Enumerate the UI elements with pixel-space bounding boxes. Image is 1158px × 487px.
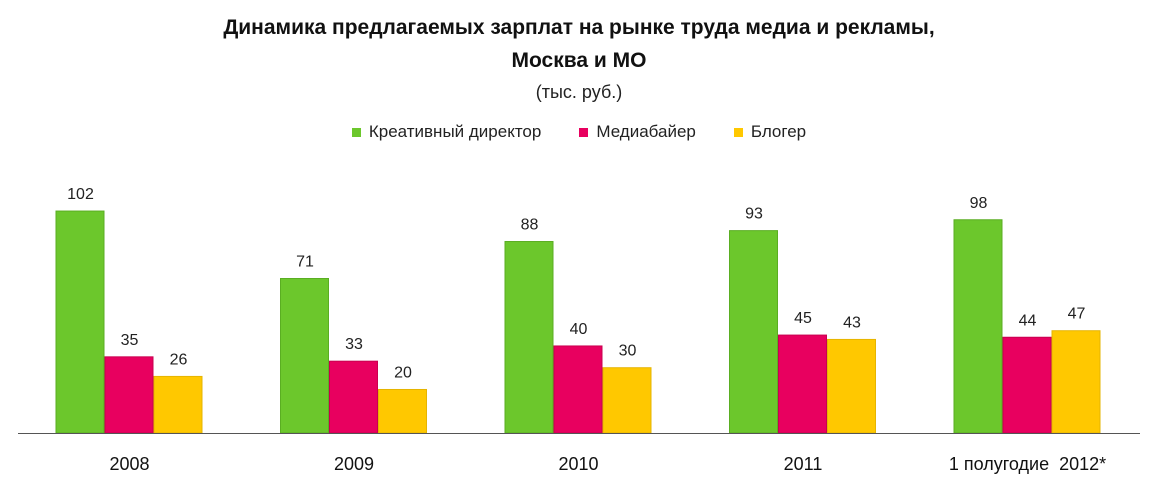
- data-label: 40: [570, 321, 588, 338]
- data-label: 47: [1068, 306, 1086, 323]
- bar: [778, 334, 827, 434]
- x-tick-label: 2010: [558, 454, 598, 474]
- bar: [1002, 336, 1052, 434]
- legend-label: Блогер: [750, 122, 807, 141]
- legend-label: Медиабайер: [596, 122, 696, 141]
- legend-swatch: [351, 127, 361, 137]
- bar: [504, 241, 554, 434]
- x-tick-label: 2009: [334, 454, 374, 474]
- bar: [153, 375, 203, 434]
- data-label: 44: [1019, 312, 1037, 329]
- bar: [953, 219, 1003, 434]
- data-label: 93: [745, 206, 763, 223]
- bar: [602, 367, 652, 434]
- data-label: 43: [843, 314, 861, 331]
- x-tick-label: 2008: [109, 454, 149, 474]
- data-label: 45: [794, 310, 812, 327]
- data-label: 98: [970, 195, 988, 212]
- data-label: 20: [394, 364, 412, 381]
- bar: [329, 360, 378, 434]
- legend-item-creative-director: Креативный директор: [351, 122, 542, 142]
- bar: [1051, 330, 1101, 434]
- bar: [55, 210, 105, 434]
- bar: [729, 230, 778, 434]
- chart-subtitle: (тыс. руб.): [535, 82, 623, 102]
- bar: [827, 338, 876, 434]
- bar: [553, 345, 603, 434]
- data-label: 71: [296, 254, 314, 271]
- bar: [378, 388, 427, 434]
- legend-item-mediabuyer: Медиабайер: [579, 122, 696, 142]
- data-label: 88: [521, 217, 539, 234]
- legend-item-blogger: Блогер: [733, 122, 807, 142]
- chart-title-line2: Москва и МО: [511, 49, 647, 72]
- legend-swatch: [579, 127, 589, 137]
- data-label: 26: [170, 351, 188, 368]
- bar: [104, 356, 154, 434]
- x-tick-label: 1 полугодие 2012*: [949, 454, 1106, 474]
- bar: [280, 278, 329, 434]
- legend: Креативный директор Медиабайер Блогер: [0, 122, 1158, 142]
- data-label: 102: [67, 186, 94, 203]
- data-label: 30: [619, 343, 637, 360]
- legend-label: Креативный директор: [368, 122, 542, 141]
- data-label: 35: [121, 332, 139, 349]
- data-label: 33: [345, 336, 363, 353]
- chart-title-line1: Динамика предлагаемых зарплат на рынке т…: [223, 16, 935, 39]
- x-tick-label: 2011: [784, 454, 823, 474]
- legend-swatch: [733, 127, 743, 137]
